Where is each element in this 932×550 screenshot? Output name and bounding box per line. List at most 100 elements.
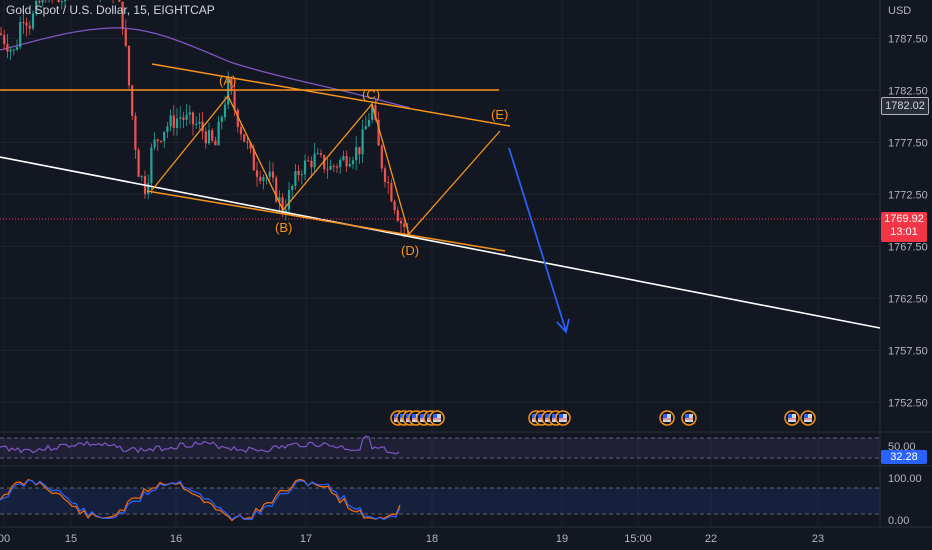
time-axis-tick: 19 xyxy=(556,533,568,545)
candle-body xyxy=(220,117,223,122)
time-axis-tick: 16 xyxy=(170,533,182,545)
flag-icon-canton xyxy=(532,414,536,418)
candle-body xyxy=(371,104,374,121)
flag-icon-canton xyxy=(538,414,542,418)
chart-title: Gold Spot / U.S. Dollar, 15, EIGHTCAP xyxy=(6,3,215,17)
candle-body xyxy=(63,0,67,2)
candle-body xyxy=(268,171,271,177)
flag-icon-canton xyxy=(433,414,437,418)
projection-arrow-shaft xyxy=(508,147,567,332)
time-axis-tick: 18 xyxy=(426,533,438,545)
stoch-band xyxy=(0,488,880,514)
candle-body xyxy=(387,181,390,184)
candle-body xyxy=(22,22,25,24)
candle-body xyxy=(332,165,335,167)
candle-body xyxy=(31,13,35,29)
flag-icon-canton xyxy=(552,414,556,418)
wave-label-e: (E) xyxy=(491,107,508,122)
candle-body xyxy=(217,121,220,146)
candle-body xyxy=(323,154,326,170)
candle-body xyxy=(163,131,166,142)
candle-body xyxy=(233,90,236,110)
time-axis-tick: 00 xyxy=(0,533,10,545)
candle-body xyxy=(147,183,150,194)
candle-body xyxy=(275,177,278,202)
flag-icon-canton xyxy=(406,414,410,418)
candle-body xyxy=(300,174,303,176)
candle-body xyxy=(284,209,287,214)
candle-body xyxy=(211,130,214,141)
candle-body xyxy=(243,134,246,142)
candle-body xyxy=(355,147,358,161)
price-candles xyxy=(0,0,409,238)
stoch-k-line xyxy=(0,479,401,521)
candle-body xyxy=(134,115,137,150)
candle-body xyxy=(172,115,175,128)
candle-body xyxy=(166,126,169,132)
wave-zigzag-path[interactable] xyxy=(151,94,501,236)
price-axis-tick: 1777.50 xyxy=(888,137,928,149)
flag-icon-canton xyxy=(788,414,792,418)
candle-body xyxy=(377,119,380,146)
price-axis-tick: 1767.50 xyxy=(888,241,928,253)
candle-body xyxy=(291,185,294,190)
price-axis[interactable]: 1787.50 1782.50 1777.50 1772.50 1767.50 1762.… xyxy=(888,33,928,409)
candle-body xyxy=(195,123,198,125)
candle-body xyxy=(0,33,3,35)
candle-body xyxy=(121,1,124,30)
candle-body xyxy=(281,197,284,214)
rsi-band xyxy=(0,438,880,458)
candle-body xyxy=(19,22,22,48)
projection-arrow[interactable] xyxy=(508,147,570,334)
candle-body xyxy=(140,176,143,178)
candle-body xyxy=(339,160,342,168)
wave-channel-bottom[interactable] xyxy=(146,190,506,252)
price-axis-tick: 1757.50 xyxy=(888,345,928,357)
time-axis-tick: 15:00 xyxy=(624,533,652,545)
candle-body xyxy=(230,78,233,91)
time-axis-tick: 15 xyxy=(65,533,77,545)
candle-body xyxy=(393,201,396,211)
candle-body xyxy=(41,0,44,3)
wave-label-c: (C) xyxy=(362,87,380,102)
candle-body xyxy=(358,147,361,155)
time-axis-tick: 23 xyxy=(812,533,824,545)
flag-icon-canton xyxy=(394,414,398,418)
time-axis[interactable]: 00 15 16 17 18 19 15:00 22 23 xyxy=(0,533,824,545)
price-axis-tick: 1752.50 xyxy=(888,397,928,409)
candle-body xyxy=(185,114,188,120)
candle-body xyxy=(329,165,332,170)
chart-grid xyxy=(0,0,880,527)
candle-body xyxy=(310,160,313,168)
candle-body xyxy=(25,22,28,26)
wave-label-d: (D) xyxy=(401,243,419,258)
candle-body xyxy=(156,139,159,142)
candle-body xyxy=(246,141,249,143)
time-axis-tick: 17 xyxy=(300,533,312,545)
candle-body xyxy=(227,78,230,105)
candle-body xyxy=(345,156,348,167)
flag-icon-canton xyxy=(685,414,689,418)
candle-body xyxy=(319,153,323,155)
wave-label-a: (A) xyxy=(219,73,236,88)
flag-icon-canton xyxy=(420,414,424,418)
candle-body xyxy=(35,0,38,14)
candle-body xyxy=(348,164,351,167)
flag-icon-canton xyxy=(804,414,808,418)
wave-channel-top[interactable] xyxy=(151,63,511,127)
candle-body xyxy=(307,160,310,162)
flag-icon-canton xyxy=(412,414,416,418)
candle-body xyxy=(15,47,19,50)
candle-body xyxy=(188,112,191,115)
flag-icon-canton xyxy=(400,414,404,418)
bar-countdown: 13:01 xyxy=(890,226,918,238)
long-trend-line[interactable] xyxy=(0,156,881,329)
stoch-d-line xyxy=(0,478,401,522)
time-axis-tick: 22 xyxy=(705,533,717,545)
price-axis-tick: 1772.50 xyxy=(888,189,928,201)
price-axis-currency: USD xyxy=(888,5,911,17)
candle-body xyxy=(198,121,201,124)
current-price-value: 1769.92 xyxy=(884,213,924,225)
candle-body xyxy=(153,139,156,148)
